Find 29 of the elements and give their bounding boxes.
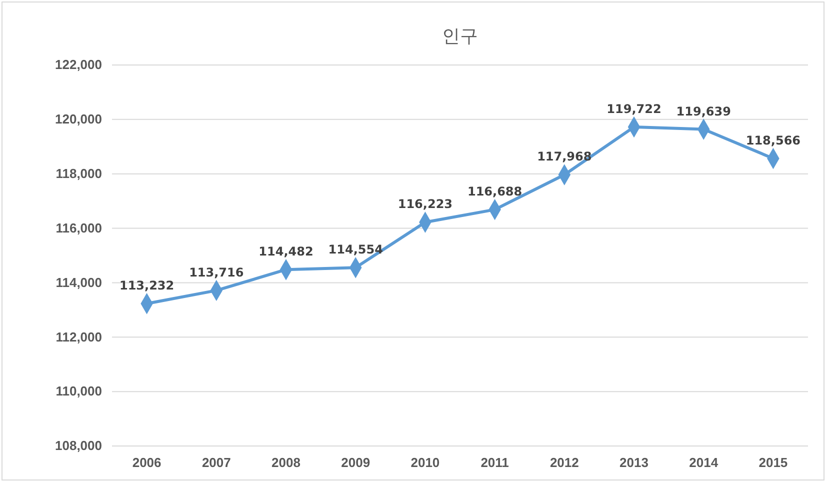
x-tick-label: 2007	[202, 455, 231, 470]
data-label: 117,968	[537, 150, 592, 164]
x-tick-label: 2012	[550, 455, 579, 470]
y-tick-label: 122,000	[55, 57, 102, 72]
data-label: 116,688	[467, 184, 522, 199]
data-label: 114,554	[328, 242, 383, 257]
data-label: 116,223	[398, 197, 453, 212]
x-tick-label: 2011	[480, 455, 509, 470]
data-label: 118,566	[746, 133, 801, 148]
data-label: 119,722	[606, 102, 662, 116]
x-tick-label: 2008	[272, 455, 300, 470]
data-label: 113,716	[189, 265, 244, 280]
data-label: 119,639	[676, 104, 731, 118]
y-tick-label: 108,000	[55, 438, 102, 454]
y-tick-label: 116,000	[56, 220, 102, 236]
x-tick-label: 2014	[689, 455, 719, 470]
y-tick-label: 110,000	[56, 384, 102, 399]
data-label: 113,232	[119, 278, 174, 293]
y-tick-label: 118,000	[56, 166, 102, 182]
x-tick-label: 2006	[132, 455, 162, 470]
x-tick-label: 2009	[341, 455, 370, 470]
y-tick-label: 120,000	[55, 112, 102, 127]
x-tick-label: 2010	[410, 455, 440, 470]
x-tick-label: 2015	[758, 455, 788, 470]
x-tick-label: 2013	[620, 455, 648, 470]
data-label: 114,482	[258, 244, 314, 259]
chart-title: 인구	[442, 26, 478, 47]
y-tick-label: 112,000	[56, 329, 102, 344]
y-tick-label: 114,000	[56, 274, 102, 290]
